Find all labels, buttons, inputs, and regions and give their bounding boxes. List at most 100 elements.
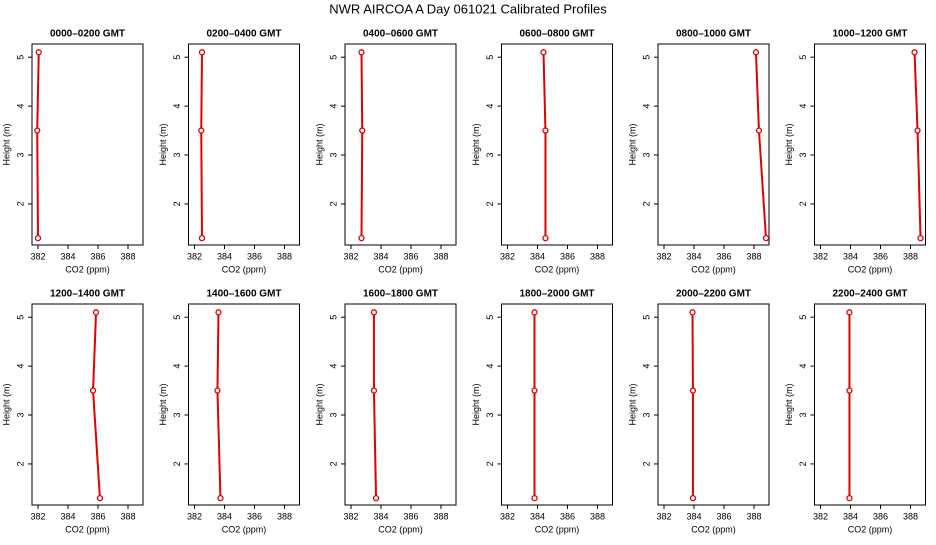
y-tick-label: 4 [485, 104, 495, 109]
x-tick-label: 386 [716, 511, 731, 521]
x-tick-label: 382 [500, 511, 515, 521]
x-tick-label: 386 [403, 251, 418, 261]
x-tick-label: 386 [560, 511, 575, 521]
data-point [532, 310, 537, 315]
profile-line [362, 52, 363, 238]
panel-title: 1600–1800 GMT [363, 289, 438, 300]
y-axis-label: Height (m) [471, 123, 481, 165]
x-axis-label: CO2 (ppm) [222, 524, 267, 534]
x-tick-label: 386 [403, 511, 418, 521]
data-point [543, 128, 548, 133]
x-tick-label: 384 [373, 511, 388, 521]
x-tick-label: 382 [656, 511, 671, 521]
y-tick-label: 3 [328, 153, 338, 158]
plot-frame [32, 44, 143, 245]
y-axis-label: Height (m) [314, 123, 324, 165]
x-tick-label: 384 [217, 511, 232, 521]
y-tick-label: 5 [328, 315, 338, 320]
x-tick-label: 384 [217, 251, 232, 261]
y-axis-label: Height (m) [1, 383, 11, 425]
plot-frame [189, 44, 300, 245]
y-tick-label: 4 [15, 104, 25, 109]
x-tick-label: 388 [277, 511, 292, 521]
panel: 1400–1600 GMT CO2 (ppm) Height (m) 382 384 38… [158, 289, 300, 535]
y-tick-label: 2 [641, 201, 651, 206]
y-tick-label: 2 [15, 461, 25, 466]
y-tick-label: 5 [172, 315, 182, 320]
x-tick-label: 388 [120, 511, 135, 521]
y-tick-label: 2 [172, 461, 182, 466]
data-point [532, 388, 537, 393]
x-tick-label: 382 [813, 251, 828, 261]
data-point [374, 496, 379, 501]
plot-frame [502, 304, 613, 505]
y-tick-label: 5 [641, 315, 651, 320]
x-tick-label: 382 [343, 511, 358, 521]
profile-line [374, 312, 376, 498]
data-point [200, 50, 205, 55]
y-axis-label: Height (m) [784, 383, 794, 425]
y-tick-label: 4 [641, 364, 651, 369]
x-tick-label: 384 [373, 251, 388, 261]
x-tick-label: 386 [873, 511, 888, 521]
y-axis-label: Height (m) [158, 123, 168, 165]
y-tick-label: 2 [485, 461, 495, 466]
x-axis-label: CO2 (ppm) [691, 264, 736, 274]
x-axis-label: CO2 (ppm) [378, 524, 423, 534]
profile-line [201, 52, 202, 238]
plot-frame [502, 44, 613, 245]
y-tick-label: 5 [172, 55, 182, 60]
x-tick-label: 384 [60, 251, 75, 261]
data-point [360, 128, 365, 133]
profile-line [756, 52, 766, 238]
x-tick-label: 386 [247, 511, 262, 521]
x-tick-label: 388 [746, 251, 761, 261]
x-axis-label: CO2 (ppm) [222, 264, 267, 274]
panel-title: 0000–0200 GMT [50, 29, 125, 40]
x-tick-label: 382 [187, 251, 202, 261]
x-axis-label: CO2 (ppm) [848, 524, 893, 534]
data-point [847, 388, 852, 393]
y-tick-label: 2 [485, 201, 495, 206]
y-tick-label: 4 [798, 364, 808, 369]
y-tick-label: 3 [798, 153, 808, 158]
data-point [690, 388, 695, 393]
data-point [753, 50, 758, 55]
y-tick-label: 4 [15, 364, 25, 369]
plot-frame [189, 304, 300, 505]
y-axis-label: Height (m) [158, 383, 168, 425]
x-tick-label: 388 [903, 251, 918, 261]
panel-title: 0400–0600 GMT [363, 29, 438, 40]
data-point [690, 310, 695, 315]
x-tick-label: 382 [30, 511, 45, 521]
x-tick-label: 382 [30, 251, 45, 261]
y-tick-label: 3 [798, 413, 808, 418]
y-axis-label: Height (m) [1, 123, 11, 165]
x-tick-label: 388 [590, 251, 605, 261]
data-point [216, 310, 221, 315]
y-tick-label: 2 [328, 201, 338, 206]
y-tick-label: 3 [328, 413, 338, 418]
panel-title: 2200–2400 GMT [832, 289, 907, 300]
panel-title: 0200–0400 GMT [206, 29, 281, 40]
x-tick-label: 382 [187, 511, 202, 521]
y-tick-label: 4 [641, 104, 651, 109]
profile-line [544, 52, 546, 238]
data-point [541, 50, 546, 55]
panel-title: 1400–1600 GMT [206, 289, 281, 300]
x-axis-label: CO2 (ppm) [65, 524, 110, 534]
x-tick-label: 386 [873, 251, 888, 261]
data-point [359, 236, 364, 241]
panel-title: 0600–0800 GMT [519, 29, 594, 40]
panel-title: 1000–1200 GMT [832, 29, 907, 40]
data-point [97, 496, 102, 501]
x-tick-label: 386 [716, 251, 731, 261]
x-tick-label: 388 [433, 251, 448, 261]
panel-title: 1800–2000 GMT [519, 289, 594, 300]
